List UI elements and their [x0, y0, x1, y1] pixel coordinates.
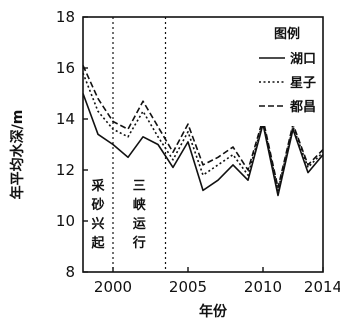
y-tick-label: 18	[56, 8, 75, 26]
y-tick-label: 14	[56, 110, 75, 128]
series-line-湖口	[82, 93, 324, 197]
y-tick-label: 10	[56, 212, 75, 230]
x-tick-label: 2010	[244, 278, 282, 296]
annotation-char: 运	[133, 217, 146, 232]
legend-label: 湖口	[290, 52, 316, 67]
plot-frame	[82, 16, 324, 273]
annotation-char: 采	[90, 178, 105, 194]
annotation-char: 砂	[90, 197, 104, 213]
x-axis-title: 年份	[199, 303, 228, 320]
legend-label: 都昌	[289, 99, 316, 115]
series-line-都昌	[82, 65, 324, 189]
x-tick-label: 2014	[304, 278, 340, 296]
annotation-char: 起	[90, 235, 105, 251]
x-tick-label: 2000	[94, 278, 132, 296]
y-tick-label: 16	[56, 59, 75, 77]
annotation-char: 峡	[133, 197, 147, 213]
annotation-char: 三	[133, 179, 146, 194]
annotation-char: 行	[132, 235, 146, 251]
legend-title: 图例	[274, 26, 300, 42]
y-tick-label: 12	[56, 161, 75, 179]
y-axis-title: 年平均水深/m	[9, 110, 26, 200]
annotation-char: 兴	[91, 216, 104, 232]
legend-background	[255, 22, 321, 126]
y-tick-label: 8	[65, 263, 75, 281]
legend-label: 星子	[290, 76, 316, 91]
x-tick-label: 2005	[169, 278, 207, 296]
